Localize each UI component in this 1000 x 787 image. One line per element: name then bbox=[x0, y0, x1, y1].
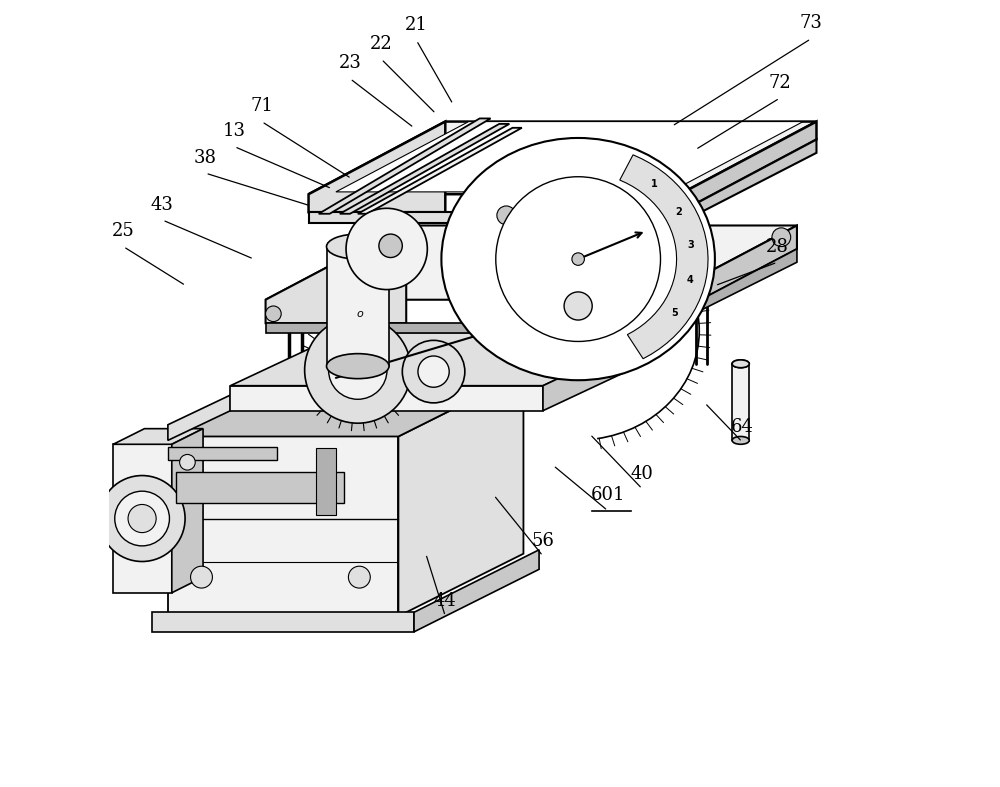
Circle shape bbox=[572, 253, 584, 265]
Polygon shape bbox=[113, 429, 203, 445]
Polygon shape bbox=[309, 121, 816, 194]
Polygon shape bbox=[266, 226, 406, 323]
Polygon shape bbox=[656, 226, 797, 323]
Text: 72: 72 bbox=[768, 74, 791, 92]
Ellipse shape bbox=[732, 360, 749, 368]
Polygon shape bbox=[230, 333, 656, 386]
Text: 23: 23 bbox=[339, 54, 361, 72]
Text: 1: 1 bbox=[651, 179, 658, 189]
Circle shape bbox=[346, 209, 427, 290]
Polygon shape bbox=[309, 212, 680, 224]
Polygon shape bbox=[680, 121, 816, 212]
Polygon shape bbox=[336, 121, 803, 192]
Polygon shape bbox=[620, 155, 708, 359]
Text: 25: 25 bbox=[112, 223, 135, 240]
Text: o: o bbox=[357, 309, 363, 320]
Polygon shape bbox=[316, 449, 336, 515]
Text: 601: 601 bbox=[591, 486, 625, 504]
Polygon shape bbox=[309, 121, 445, 212]
Text: 2: 2 bbox=[676, 207, 682, 216]
Polygon shape bbox=[266, 323, 656, 333]
Circle shape bbox=[497, 206, 516, 225]
Circle shape bbox=[266, 306, 281, 322]
Ellipse shape bbox=[732, 437, 749, 445]
Circle shape bbox=[496, 177, 661, 342]
Circle shape bbox=[564, 292, 592, 320]
Polygon shape bbox=[230, 386, 543, 411]
Circle shape bbox=[99, 475, 185, 561]
Text: 71: 71 bbox=[250, 98, 273, 116]
Text: 44: 44 bbox=[434, 592, 457, 610]
Ellipse shape bbox=[327, 353, 389, 379]
Polygon shape bbox=[168, 437, 398, 616]
Text: 64: 64 bbox=[731, 418, 754, 436]
Ellipse shape bbox=[732, 360, 749, 368]
Polygon shape bbox=[168, 447, 277, 460]
Text: 21: 21 bbox=[405, 16, 428, 34]
Text: 28: 28 bbox=[766, 238, 789, 256]
Polygon shape bbox=[543, 333, 656, 411]
Polygon shape bbox=[340, 124, 509, 214]
Polygon shape bbox=[266, 226, 797, 300]
Text: 56: 56 bbox=[532, 532, 554, 550]
Circle shape bbox=[115, 491, 169, 546]
Text: 4: 4 bbox=[686, 275, 693, 285]
Circle shape bbox=[180, 454, 195, 470]
Circle shape bbox=[402, 340, 465, 403]
Circle shape bbox=[681, 286, 697, 301]
Polygon shape bbox=[398, 374, 523, 616]
Circle shape bbox=[305, 317, 411, 423]
Text: 38: 38 bbox=[194, 149, 217, 167]
Polygon shape bbox=[319, 118, 491, 214]
Text: 22: 22 bbox=[370, 35, 393, 53]
Circle shape bbox=[772, 227, 791, 246]
Polygon shape bbox=[656, 249, 797, 333]
Text: 5: 5 bbox=[672, 308, 678, 318]
Polygon shape bbox=[152, 612, 414, 632]
Circle shape bbox=[348, 566, 370, 588]
Circle shape bbox=[191, 566, 212, 588]
Polygon shape bbox=[680, 139, 816, 224]
Text: 40: 40 bbox=[631, 464, 654, 482]
Text: 13: 13 bbox=[223, 122, 246, 140]
Polygon shape bbox=[113, 445, 172, 593]
Ellipse shape bbox=[327, 234, 389, 259]
Polygon shape bbox=[172, 429, 203, 593]
Polygon shape bbox=[358, 127, 522, 214]
Polygon shape bbox=[414, 550, 539, 632]
Polygon shape bbox=[176, 471, 344, 503]
Polygon shape bbox=[168, 395, 230, 441]
Polygon shape bbox=[732, 364, 749, 441]
Circle shape bbox=[329, 341, 387, 399]
Text: 43: 43 bbox=[151, 196, 174, 214]
Circle shape bbox=[128, 504, 156, 533]
Polygon shape bbox=[327, 246, 389, 366]
Text: 73: 73 bbox=[800, 14, 822, 32]
Circle shape bbox=[418, 356, 449, 387]
Ellipse shape bbox=[441, 138, 715, 380]
Polygon shape bbox=[168, 374, 523, 437]
Circle shape bbox=[379, 234, 402, 257]
Text: 3: 3 bbox=[688, 240, 695, 250]
